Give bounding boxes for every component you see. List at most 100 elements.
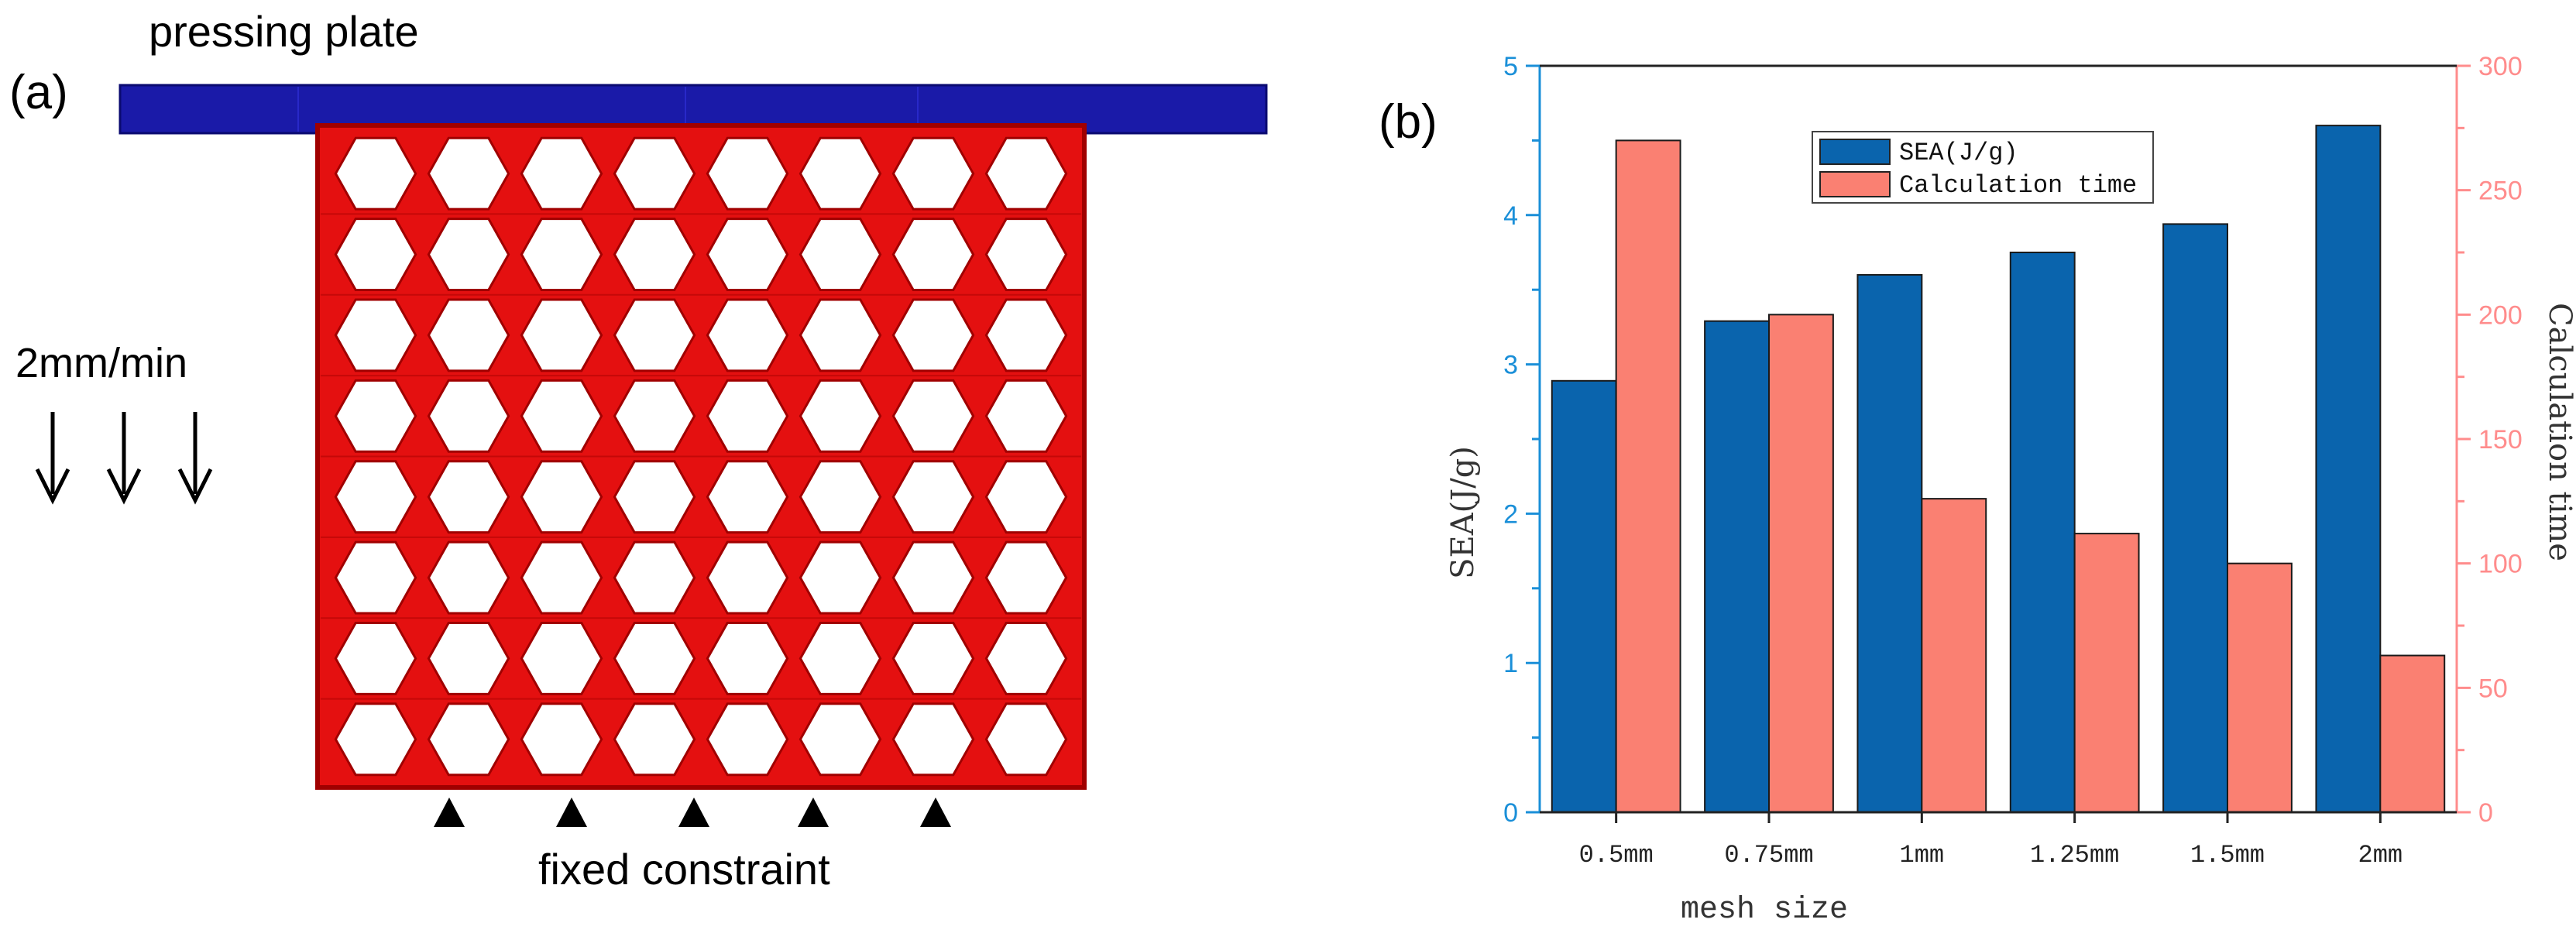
down-arrow-icon [35,412,70,505]
bar-sea [1856,273,1923,814]
x-axis-label: mesh size [1681,893,1848,928]
honeycomb-cell [799,218,882,291]
bars [1551,125,2446,814]
honeycomb-cell [520,218,603,291]
fixed-support-markers [434,798,951,827]
legend-swatch [1819,171,1891,197]
left-tick-label: 3 [1503,351,1518,380]
honeycomb-cell [984,379,1068,453]
x-tick-label: 1.5mm [2190,841,2265,870]
honeycomb-schematic: (a) pressing plate 2mm/min fixed constra… [9,7,1268,894]
panel-a: (a) pressing plate 2mm/min fixed constra… [9,7,1268,894]
honeycomb-cell [334,460,417,534]
honeycomb-cell [706,702,789,777]
bar-sea [1704,320,1770,813]
honeycomb-cell [520,622,603,695]
honeycomb-cell [706,460,789,534]
speed-label: 2mm/min [15,340,187,386]
honeycomb-cell [891,379,975,453]
right-tick-label: 300 [2478,52,2523,81]
honeycomb-cell [520,136,603,211]
left-tick-label: 0 [1503,798,1518,828]
honeycomb-structure [315,123,1087,790]
honeycomb-cell [984,540,1068,615]
honeycomb-cell [706,136,789,211]
x-tick-label: 1.25mm [2030,841,2119,870]
x-tick-label: 1mm [1900,841,1945,870]
x-tick-label: 0.75mm [1724,841,1813,870]
support-triangle-icon [920,798,951,827]
bar-sea [2315,125,2382,813]
pressing-plate-label: pressing plate [149,7,419,56]
honeycomb-cell [799,136,882,211]
honeycomb-cell [613,218,696,291]
honeycomb-cell [799,460,882,534]
honeycomb-cell [984,136,1068,211]
honeycomb-cell [427,540,510,615]
left-tick-label: 4 [1503,201,1518,231]
panel-b-chart: (b) 0 1 2 3 4 5 0 50 100 150 200 250 300 0.5mm 0.75m… [1301,0,2576,936]
honeycomb-cell [334,540,417,615]
honeycomb-cell [891,136,975,211]
right-tick-label: 250 [2478,177,2523,206]
honeycomb-cell [799,540,882,615]
honeycomb-cell [984,622,1068,695]
honeycomb-cell [334,218,417,291]
honeycomb-cell [799,702,882,777]
honeycomb-cell [520,379,603,453]
bar-calculation-time [1768,314,1834,814]
right-tick-label: 100 [2478,550,2523,579]
honeycomb-cell [427,460,510,534]
bar-sea [2162,223,2228,814]
honeycomb-cell [706,379,789,453]
right-tick-label: 200 [2478,300,2523,330]
left-tick-label: 1 [1503,649,1518,678]
honeycomb-cell [520,702,603,777]
support-triangle-icon [556,798,587,827]
x-tick-label: 2mm [2358,841,2403,870]
bar-chart: (b) 0 1 2 3 4 5 0 50 100 150 200 250 300 0.5mm 0.75m… [1379,52,2576,928]
right-tick-label: 150 [2478,425,2523,455]
down-arrow-icon [106,412,142,505]
support-triangle-icon [798,798,829,827]
honeycomb-cell [334,136,417,211]
left-axis-ticks: 0 1 2 3 4 5 [1503,52,1540,828]
honeycomb-cell [613,379,696,453]
honeycomb-cell [706,622,789,695]
honeycomb-cell [427,136,510,211]
honeycomb-cell [427,379,510,453]
honeycomb-cell [706,218,789,291]
bar-calculation-time [1615,139,1681,813]
honeycomb-cell [984,460,1068,534]
bar-calculation-time [1921,498,1987,813]
honeycomb-cell [427,622,510,695]
honeycomb-cell [613,460,696,534]
honeycomb-cell [427,298,510,372]
honeycomb-cell [984,702,1068,777]
bar-calculation-time [2227,562,2293,814]
honeycomb-cell [891,460,975,534]
honeycomb-cell [613,298,696,372]
legend-label: SEA(J/g) [1899,139,2018,167]
honeycomb-cell [613,622,696,695]
honeycomb-cell [706,540,789,615]
right-tick-label: 0 [2478,798,2493,828]
legend-label: Calculation time [1899,171,2137,200]
honeycomb-cell [520,540,603,615]
honeycomb-cell [613,702,696,777]
honeycomb-cell [706,298,789,372]
left-axis-label: SEA(J/g) [1445,446,1481,579]
honeycomb-cell [427,218,510,291]
support-triangle-icon [678,798,709,827]
bar-sea [1551,379,1617,814]
honeycomb-cell [334,298,417,372]
honeycomb-cell [799,379,882,453]
honeycomb-cell [891,702,975,777]
legend: SEA(J/g) Calculation time [1812,131,2154,204]
honeycomb-cell [799,622,882,695]
panel-a-label: (a) [9,66,68,119]
bar-sea [2009,252,2076,813]
honeycomb-cell [799,298,882,372]
bar-calculation-time [2379,654,2446,813]
right-tick-label: 50 [2478,674,2508,703]
